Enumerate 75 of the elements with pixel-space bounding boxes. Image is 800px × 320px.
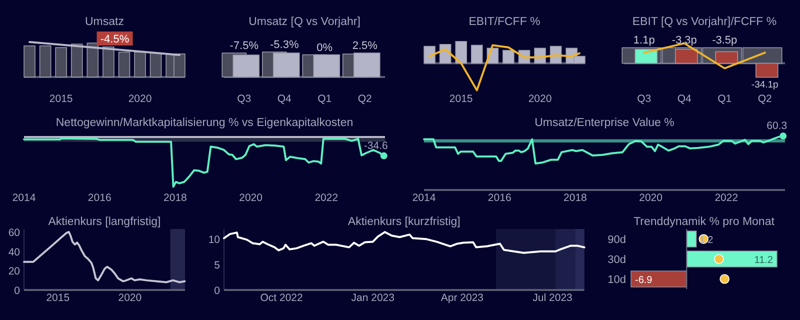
chart-title: Nettogewinn/Marktkapitalisierung % vs Eigenkapitalkosten [56, 117, 354, 129]
chart-title: Aktienkurs [langfristig] [48, 216, 161, 228]
chart-title: Trenddynamik % pro Monat [634, 216, 776, 228]
x-tick-label: Q1 [318, 93, 332, 105]
x-tick-label: 2018 [564, 192, 588, 204]
chart-title: EBIT/FCFF % [468, 16, 540, 28]
y-tick-label: 60 [8, 226, 20, 239]
bar [39, 45, 52, 78]
annotation: 60.3 [766, 120, 788, 132]
y-tick-label: 10d [608, 274, 626, 286]
x-tick-label: 2016 [88, 192, 112, 204]
x-tick-label: Q4 [277, 93, 292, 105]
x-tick-label: 2022 [314, 192, 338, 204]
x-tick-label: 2018 [164, 192, 188, 204]
bar [70, 44, 83, 78]
x-tick-label: 2020 [128, 93, 152, 105]
x-tick-label: Jan 2023 [351, 292, 395, 304]
y-tick-label: 30d [608, 254, 626, 266]
y-tick-label: 20 [8, 266, 20, 278]
annotation: 1.1p [633, 34, 655, 47]
annotation: -7.5% [230, 40, 259, 52]
y-tick-label: 90d [608, 234, 626, 246]
x-tick-label: 2015 [49, 93, 73, 105]
annotation: -3.5p [712, 34, 738, 47]
annotation: -5.3% [270, 39, 299, 51]
bar [424, 46, 436, 64]
bar [118, 52, 130, 78]
data-label: 1.2 [699, 235, 714, 246]
bar [86, 42, 99, 78]
bar [470, 44, 483, 64]
x-tick-label: Q4 [677, 93, 692, 105]
bar [55, 47, 67, 78]
y-tick-label: 5 [214, 260, 220, 272]
x-tick-label: Q1 [718, 93, 732, 105]
x-tick-label: Q3 [637, 93, 652, 105]
x-tick-label: 2016 [488, 192, 512, 204]
x-tick-label: 2020 [239, 192, 263, 204]
bar [134, 52, 146, 78]
x-tick-label: 2014 [412, 192, 436, 204]
y-tick-label: 10 [208, 234, 220, 246]
x-tick-label: Q3 [237, 93, 252, 105]
chart-title: Aktienkurs [kurzfristig] [348, 216, 460, 228]
x-tick-label: Q2 [758, 93, 772, 105]
annotation: -34.1p [751, 79, 778, 90]
x-tick-label: 2015 [46, 292, 70, 304]
x-tick-label: 2020 [639, 192, 663, 204]
annotation: -3.3p [672, 34, 697, 47]
line-series [23, 230, 186, 284]
bar [455, 41, 467, 64]
chart-title: Umsatz [85, 16, 124, 28]
annotation: 0% [316, 42, 333, 54]
x-tick-label: Q2 [358, 93, 372, 105]
chart-title: Umsatz/Enterprise Value % [534, 117, 674, 129]
x-tick-label: 2020 [528, 93, 552, 105]
annotation: -34.6 [364, 140, 388, 152]
chart-title: EBIT [Q vs Vorjahr]/FCFF % [632, 16, 777, 28]
x-tick-label: Jul 2023 [532, 292, 573, 304]
x-tick-label: 2015 [449, 93, 473, 105]
x-tick-label: Apr 2023 [440, 292, 484, 304]
data-label: 11.2 [754, 255, 774, 266]
bar [24, 45, 36, 78]
x-tick-label: Oct 2022 [260, 292, 304, 304]
y-tick-label: 40 [8, 246, 20, 258]
y-tick-label: 0 [214, 285, 220, 297]
bar [502, 50, 514, 64]
annotation: -4.5% [100, 34, 130, 46]
annotation: 2.5% [352, 40, 378, 52]
x-tick-label: 2014 [12, 192, 36, 204]
data-label: -6.9 [635, 275, 653, 286]
y-tick-label: 0 [14, 285, 20, 297]
x-tick-label: 2022 [714, 192, 738, 204]
x-tick-label: 2020 [118, 292, 142, 304]
line-series [223, 231, 586, 254]
bar [150, 52, 162, 78]
chart-title: Umsatz [Q vs Vorjahr] [248, 16, 360, 28]
